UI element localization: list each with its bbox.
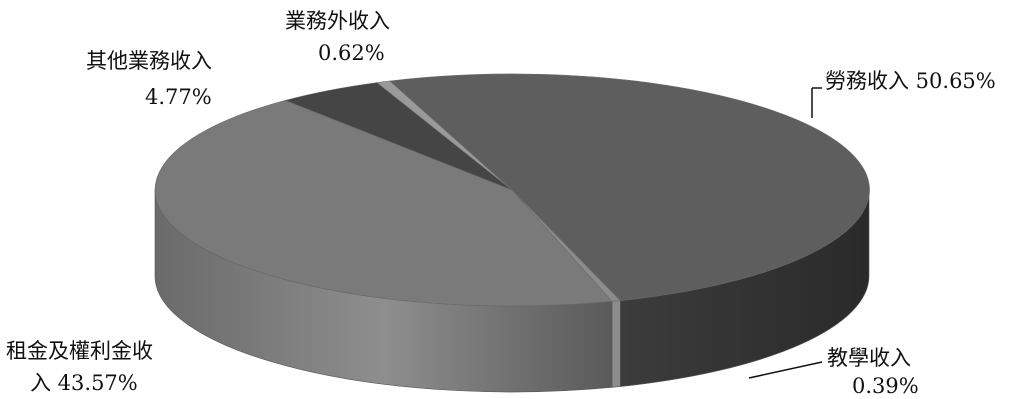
label-teaching-line1: 教學收入 — [827, 346, 911, 370]
pie-side-1-0 — [611, 300, 621, 388]
label-other-line1: 其他業務收入 — [86, 49, 212, 73]
label-nonop-line2: 0.62% — [318, 41, 385, 65]
label-nonop-line1: 業務外收入 — [285, 9, 390, 33]
label-rent-line2: 入 43.57% — [30, 371, 138, 395]
leader-teaching — [748, 361, 823, 379]
label-rent-line1: 租金及權利金收 — [6, 339, 153, 363]
label-other-line2: 4.77% — [145, 85, 212, 109]
pie-top-group — [154, 73, 870, 307]
pie-slice-0 — [389, 73, 870, 301]
label-labor: 勞務收入 50.65% — [825, 69, 996, 93]
pie-slice-2 — [154, 100, 613, 307]
label-teaching-line2: 0.39% — [852, 374, 919, 398]
pie-slice-4 — [376, 80, 513, 191]
leader-lines — [748, 87, 823, 379]
